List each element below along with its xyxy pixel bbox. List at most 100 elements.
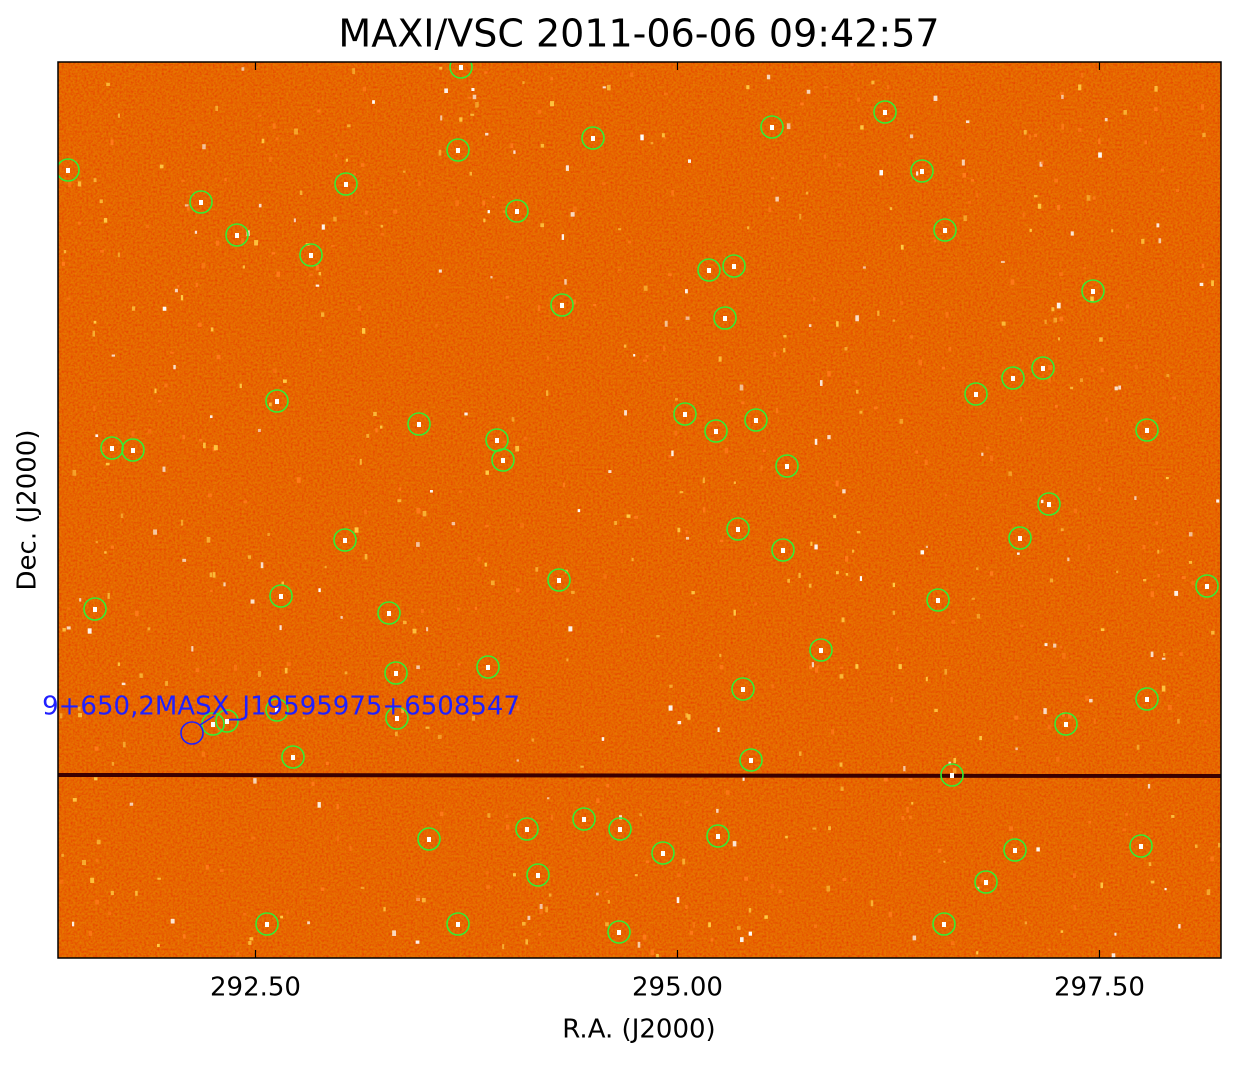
speckle (708, 922, 711, 928)
speckle (502, 944, 505, 950)
speckle (467, 96, 472, 99)
star (560, 303, 564, 308)
speckle (1059, 272, 1063, 276)
speckle (571, 590, 575, 594)
speckle (840, 786, 844, 791)
speckle (471, 88, 475, 92)
speckle (909, 815, 912, 819)
source-circle (189, 190, 213, 214)
speckle (623, 344, 627, 348)
speckle (1044, 643, 1048, 647)
speckle (1114, 932, 1117, 936)
star (456, 148, 460, 153)
source-circle (446, 912, 470, 936)
speckle (643, 285, 648, 291)
speckle (257, 428, 261, 433)
speckle (510, 143, 514, 149)
speckle (737, 926, 741, 930)
speckle (837, 163, 842, 167)
speckle (420, 608, 424, 613)
speckle (985, 446, 990, 450)
speckle (617, 268, 622, 271)
speckle (503, 210, 506, 213)
speckle (566, 658, 569, 662)
speckle (1123, 110, 1127, 115)
speckle (1024, 921, 1028, 925)
speckle (1206, 889, 1211, 896)
speckle (187, 207, 190, 211)
speckle (768, 207, 772, 213)
speckle (606, 84, 611, 91)
speckle (719, 653, 722, 657)
speckle (482, 956, 487, 958)
speckle (564, 279, 567, 285)
speckle (645, 355, 649, 358)
speckle (1051, 307, 1055, 312)
speckle (194, 230, 198, 234)
speckle (811, 662, 815, 668)
source-circle (58, 158, 80, 182)
speckle (810, 541, 813, 546)
speckle (1150, 651, 1154, 658)
star (93, 607, 97, 612)
speckle (527, 915, 531, 920)
speckle (799, 213, 802, 220)
speckle (787, 278, 791, 281)
annotation: 9+650,2MASX_J19595975+6508547 (42, 692, 520, 722)
speckle (94, 777, 98, 781)
speckle (1141, 238, 1145, 244)
speckle (108, 911, 112, 915)
speckle (1166, 476, 1169, 480)
star (736, 527, 740, 532)
speckle (640, 134, 644, 141)
speckle (1175, 189, 1180, 192)
speckle (293, 218, 296, 223)
speckle (620, 627, 624, 633)
speckle (99, 199, 103, 204)
speckle (426, 627, 429, 632)
speckle (485, 470, 489, 475)
star (723, 316, 727, 321)
image-noise (58, 62, 1221, 958)
speckle (631, 557, 634, 562)
speckle (839, 674, 844, 679)
source-circle (608, 817, 632, 841)
star (557, 578, 561, 583)
speckle (317, 802, 321, 808)
speckle (826, 885, 831, 892)
speckle (1143, 578, 1147, 582)
speckle (1047, 724, 1051, 730)
speckle (650, 949, 654, 956)
speckle (360, 886, 365, 889)
speckle (1098, 487, 1101, 492)
speckle (1043, 708, 1047, 715)
speckle (471, 715, 476, 721)
speckle (766, 74, 771, 80)
speckle (924, 459, 928, 466)
speckle (561, 234, 565, 240)
speckle (976, 614, 981, 619)
speckle (261, 138, 265, 144)
speckle (1179, 652, 1183, 656)
speckle (1163, 652, 1166, 657)
speckle (513, 150, 516, 154)
speckle (1037, 203, 1042, 209)
speckle (435, 323, 438, 327)
speckle (104, 551, 107, 554)
speckle (742, 774, 745, 781)
speckle (1054, 404, 1058, 408)
star (309, 253, 313, 258)
speckle (1100, 367, 1104, 373)
speckle (918, 359, 923, 366)
speckle (685, 713, 688, 718)
speckle (965, 120, 970, 124)
speckle (540, 223, 545, 228)
source-circle (873, 100, 897, 124)
speckle (1147, 784, 1151, 789)
speckle (516, 759, 519, 762)
speckle (844, 346, 848, 351)
speckle (607, 899, 610, 904)
speckle (1142, 545, 1146, 550)
source-circle (1003, 838, 1027, 862)
speckle (78, 221, 81, 225)
